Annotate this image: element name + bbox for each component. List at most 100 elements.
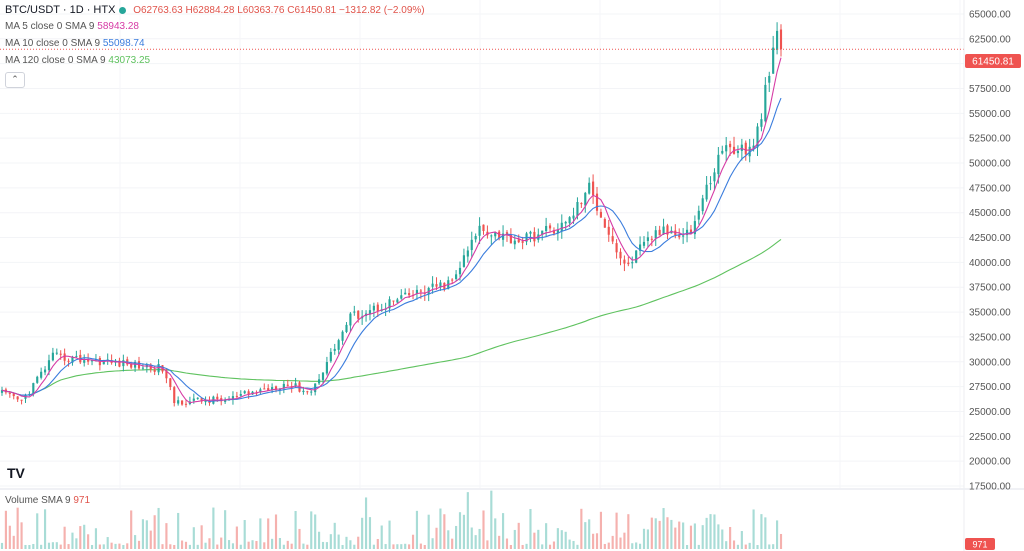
candle-body (552, 230, 556, 234)
symbol-title[interactable]: BTC/USDT · 1D · HTX (5, 4, 116, 16)
volume-bar (141, 519, 145, 549)
volume-bar (376, 539, 379, 549)
candle-body (548, 225, 552, 229)
candle-body (533, 231, 536, 242)
volume-bar (490, 490, 493, 549)
change-value: −1312.82 (−2.09%) (338, 5, 425, 16)
volume-bar (333, 522, 336, 549)
volume-bar (592, 533, 595, 549)
candle-body (603, 219, 606, 228)
volume-bar (290, 543, 293, 549)
candle-body (271, 387, 274, 391)
candle-body (685, 229, 689, 236)
candle-body (40, 371, 43, 378)
volume-bar (408, 544, 411, 549)
volume-bar (259, 518, 262, 549)
volume-bar (28, 544, 31, 549)
price-tick-label: 37500.00 (969, 283, 1011, 294)
volume-bar (435, 527, 438, 549)
volume-bar (732, 540, 736, 549)
candle-body (318, 379, 321, 384)
volume-bar (513, 529, 516, 549)
volume-bar (286, 540, 289, 549)
volume-bar (255, 540, 258, 549)
candle-body (611, 236, 614, 242)
candles (0, 22, 783, 408)
candle-body (141, 367, 145, 369)
volume-bar (239, 544, 242, 549)
candle-body (20, 399, 23, 401)
candle-body (701, 198, 704, 212)
volume-bar (474, 535, 477, 549)
volume-bar (318, 531, 321, 549)
volume-bar (623, 532, 626, 549)
candle-body (545, 225, 548, 232)
candle-body (760, 119, 763, 127)
collapse-legend-button[interactable]: ⌃ (5, 72, 25, 88)
volume-bar (8, 525, 11, 549)
volume-bar (760, 514, 763, 549)
candle-body (729, 143, 732, 148)
candle-body (325, 362, 328, 374)
volume-bar (611, 535, 614, 549)
ma120-value: 43073.25 (108, 55, 151, 66)
candle-body (564, 221, 567, 224)
volume-bar (580, 508, 583, 549)
candle-body (165, 370, 168, 379)
volume-bar (693, 523, 696, 549)
volume-bar (110, 542, 113, 549)
candle-body (595, 193, 599, 211)
volume-bar (153, 515, 156, 549)
price-tag-text: 61450.81 (972, 57, 1014, 68)
candle-body (51, 352, 54, 361)
volume-bar (55, 542, 58, 549)
volume-bar (180, 540, 184, 549)
candle-body (756, 126, 759, 148)
volume-bar (404, 543, 407, 549)
candle-body (102, 361, 105, 365)
candle-body (776, 30, 779, 50)
price-tick-label: 27500.00 (969, 382, 1011, 393)
volume-bar (470, 527, 473, 549)
candle-body (286, 384, 289, 386)
candle-body (740, 144, 743, 151)
volume-bar (314, 514, 317, 549)
volume-bar (537, 529, 540, 549)
volume-label: Volume SMA 9 (5, 495, 71, 506)
price-tick-label: 62500.00 (969, 34, 1011, 45)
volume-bar (721, 529, 724, 549)
ma120-legend[interactable]: MA 120 close 0 SMA 9 43073.25 (5, 55, 150, 66)
volume-bar (615, 512, 618, 549)
price-tick-label: 45000.00 (969, 208, 1011, 219)
volume-bar (310, 511, 313, 549)
volume-bar (631, 543, 634, 549)
candle-body (482, 224, 485, 231)
candle-body (474, 236, 477, 240)
price-tick-label: 47500.00 (969, 183, 1011, 194)
volume-bar (20, 522, 23, 549)
candle-body (349, 313, 352, 326)
volume-bar (274, 514, 278, 549)
candle-body (764, 84, 767, 122)
price-axis[interactable]: 65000.0062500.0060000.0057500.0055000.00… (969, 9, 1011, 492)
candle-body (462, 255, 465, 267)
volume-bar (400, 544, 403, 549)
candle-body (267, 388, 270, 391)
candle-body (388, 299, 391, 309)
volume-legend[interactable]: Volume SMA 9 971 (5, 495, 90, 506)
volume-bar (478, 528, 481, 549)
volume-bar (177, 512, 180, 549)
ma10-legend[interactable]: MA 10 close 0 SMA 9 55098.74 (5, 38, 145, 49)
volume-bar (98, 544, 101, 549)
ma5-legend[interactable]: MA 5 close 0 SMA 9 58943.28 (5, 21, 139, 32)
volume-bar (529, 508, 532, 549)
volume-bar (161, 544, 164, 549)
candle-body (90, 360, 94, 362)
candle-body (556, 229, 559, 234)
candle-body (458, 267, 462, 275)
candle-body (43, 369, 47, 373)
candle-body (470, 239, 473, 251)
price-tick-label: 30000.00 (969, 357, 1011, 368)
volume-bar (662, 508, 665, 549)
